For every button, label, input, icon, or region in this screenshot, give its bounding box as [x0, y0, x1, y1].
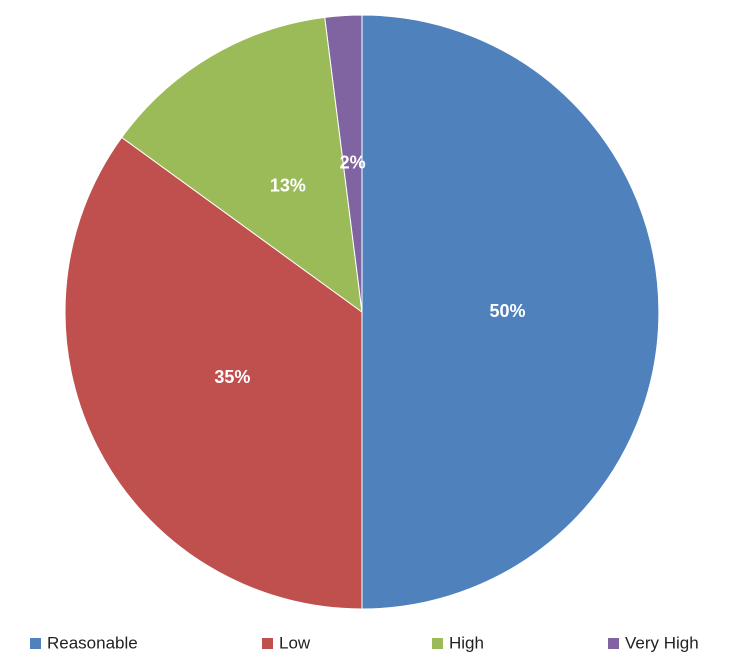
legend-label: High	[449, 633, 484, 652]
slice-label: 50%	[490, 301, 526, 321]
pie-slice	[324, 14, 363, 313]
legend-swatch	[30, 638, 41, 649]
legend-label: Reasonable	[47, 633, 138, 652]
slice-label: 2%	[340, 153, 366, 173]
legend-swatch	[262, 638, 273, 649]
legend-label: Low	[279, 633, 311, 652]
slice-label: 35%	[214, 367, 250, 387]
pie-slice	[361, 14, 660, 610]
legend-swatch	[432, 638, 443, 649]
legend-swatch	[608, 638, 619, 649]
slice-label: 13%	[270, 175, 306, 195]
pie-slice	[64, 136, 363, 610]
pie-slice	[121, 16, 363, 314]
legend-label: Very High	[625, 633, 699, 652]
